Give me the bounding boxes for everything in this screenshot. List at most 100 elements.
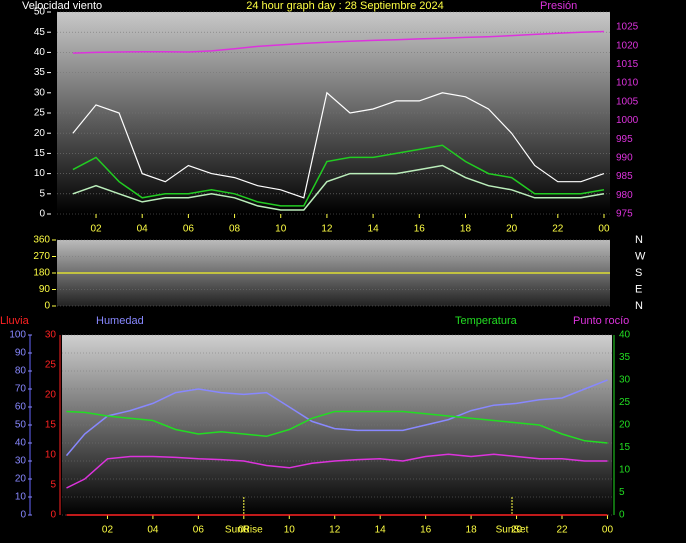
series-line [72,91,605,199]
y-tick-label: 1000 [616,115,639,126]
x-tick-label: 16 [414,224,426,235]
y-tick-label: 1020 [616,40,639,51]
x-tick-label: 02 [102,525,114,536]
x-tick-label: 02 [90,224,102,235]
y-tick-label: 40 [619,330,631,341]
axis-label: Humedad [96,315,144,327]
y-tick-label: 15 [619,442,631,453]
x-tick-label: 20 [511,525,523,536]
x-tick-label: 14 [368,224,380,235]
y-tick-label: 30 [34,87,46,98]
y-tick-label: 30 [619,375,631,386]
axis-label: Presión [540,0,577,12]
x-tick-label: 08 [238,525,250,536]
x-tick-label: 00 [598,224,610,235]
y-tick-label: 975 [616,209,633,220]
y-tick-label: 990 [616,153,633,164]
x-tick-label: 22 [556,525,568,536]
y-tick-label: 80 [15,366,27,377]
series-line [72,164,605,211]
axis-label: Lluvia [0,315,30,327]
x-tick-label: 10 [284,525,296,536]
y-tick-label: 10 [619,465,631,476]
y-tick-label: E [635,283,642,295]
y-tick-label: S [635,267,642,279]
chart-title: 24 hour graph day : 28 Septiembre 2024 [246,0,444,12]
y-tick-label: 0 [44,301,50,312]
y-tick-label: 980 [616,190,633,201]
y-tick-label: 0 [50,510,56,521]
y-tick-label: 70 [15,384,27,395]
x-tick-label: 04 [147,525,159,536]
series-line [66,410,608,444]
series-line [66,453,608,489]
y-tick-label: 20 [45,390,57,401]
y-tick-label: 995 [616,134,633,145]
y-tick-label: 30 [45,330,57,341]
y-tick-label: 10 [45,450,57,461]
y-tick-label: 40 [34,47,46,58]
x-tick-label: 08 [229,224,241,235]
x-tick-label: 06 [183,224,195,235]
y-tick-label: 5 [50,480,56,491]
y-tick-label: 270 [33,251,50,262]
y-tick-label: 5 [39,188,45,199]
y-tick-label: 15 [34,148,46,159]
y-tick-label: 1025 [616,22,639,33]
x-tick-label: 12 [321,224,333,235]
y-tick-label: 1005 [616,96,639,107]
y-tick-label: 0 [39,209,45,220]
x-tick-label: 18 [466,525,478,536]
x-tick-label: 00 [602,525,614,536]
y-tick-label: 90 [39,284,51,295]
x-tick-label: 18 [460,224,472,235]
y-tick-label: 25 [34,108,46,119]
y-tick-label: 90 [15,348,27,359]
y-tick-label: 0 [20,510,26,521]
y-tick-label: 20 [15,474,27,485]
series-line [72,30,605,54]
y-tick-label: 45 [34,27,46,38]
y-tick-label: 5 [619,487,625,498]
y-tick-label: 180 [33,268,50,279]
y-tick-label: 60 [15,402,27,413]
x-tick-label: 06 [193,525,205,536]
y-tick-label: 25 [619,397,631,408]
y-tick-label: 35 [619,352,631,363]
series-line [65,379,608,457]
annotation: SunSet [496,525,529,536]
y-tick-label: 50 [15,420,27,431]
y-tick-label: 50 [34,7,46,18]
x-tick-label: 16 [420,525,432,536]
y-tick-label: 360 [33,235,50,246]
x-tick-label: 20 [506,224,518,235]
y-tick-label: 20 [619,420,631,431]
x-tick-label: 04 [137,224,149,235]
axis-label: Velocidad viento [22,0,102,12]
y-tick-label: 0 [619,510,625,521]
y-tick-label: 100 [9,330,26,341]
annotation: SunRise [225,525,263,536]
axis-label: Punto rocío [573,315,629,327]
plot-area [62,335,612,515]
y-tick-label: W [635,250,646,262]
x-tick-label: 14 [375,525,387,536]
y-tick-label: 30 [15,456,27,467]
x-tick-label: 10 [275,224,287,235]
y-tick-label: 35 [34,67,46,78]
y-tick-label: 15 [45,420,57,431]
y-tick-label: 25 [45,360,57,371]
axis-label: Temperatura [455,315,518,327]
y-tick-label: 40 [15,438,27,449]
y-tick-label: 20 [34,128,46,139]
x-tick-label: 12 [329,525,341,536]
y-tick-label: 985 [616,171,633,182]
series-line [72,144,605,207]
y-tick-label: 10 [34,168,46,179]
y-tick-label: 1010 [616,78,639,89]
y-tick-label: 10 [15,492,27,503]
y-tick-label: N [635,300,643,312]
y-tick-label: 1015 [616,59,639,70]
x-tick-label: 22 [552,224,564,235]
